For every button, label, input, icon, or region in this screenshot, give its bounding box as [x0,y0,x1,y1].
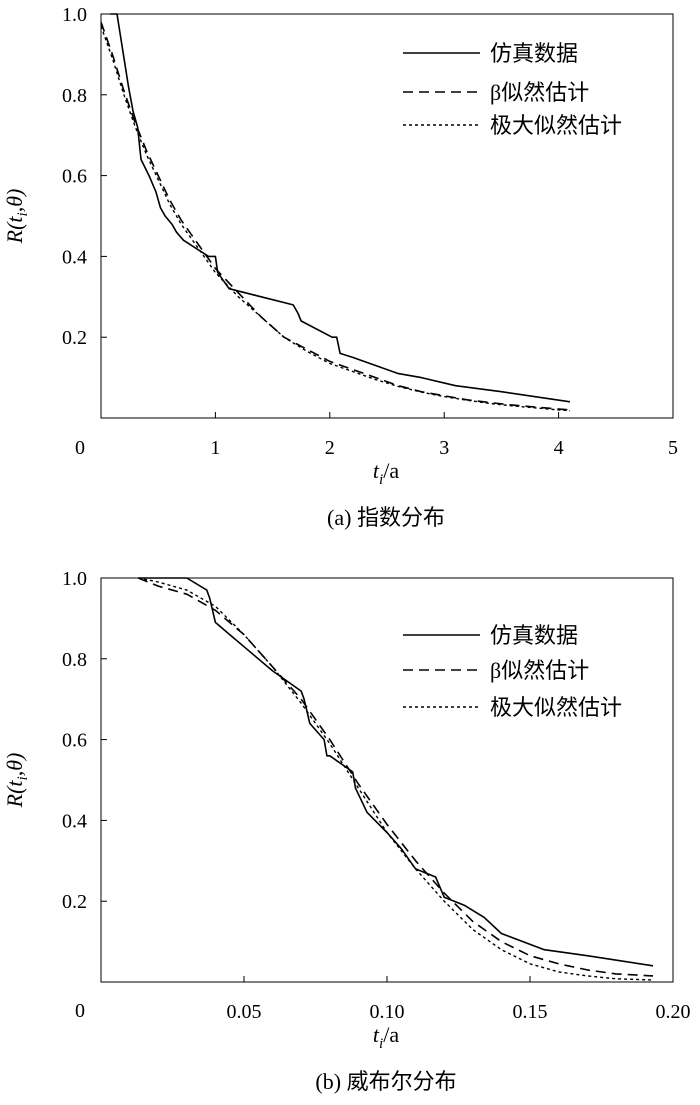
chart-a-series-3-line [100,25,571,412]
chart-a-origin-label: 0 [75,437,85,459]
chart-b-x-tick-label: 0.20 [656,1001,691,1023]
legend-a-item-2: β似然估计 [490,80,589,105]
legend-a-item-1: 仿真数据 [490,41,578,66]
chart-a-x-axis-label: ti/a [373,458,399,488]
chart-b-y-tick-label: 0.4 [62,810,87,832]
chart-a-y-axis-label: R(ti,θ) [2,189,31,245]
chart-a-y-tick-label: 0.4 [62,246,87,268]
chart-a-x-tick-label: 1 [210,437,220,459]
chart-b-y-tick-label: 1.0 [62,568,87,590]
chart-b-caption: (b) 威布尔分布 [315,1069,456,1094]
chart-b-series-1-line [138,577,654,967]
chart-b-origin-label: 0 [75,1000,85,1022]
chart-a-x-tick-label: 3 [439,437,449,459]
legend-b-item-1: 仿真数据 [490,623,578,648]
chart-a-y-tick-label: 1.0 [62,4,87,26]
chart-a-legend: 仿真数据 β似然估计 极大似然估计 [403,41,622,138]
chart-b-y-tick-label: 0.2 [62,891,87,913]
chart-a-series-1-line [110,13,571,403]
chart-b-series-2-line [137,577,654,977]
chart-b-x-tick-label: 0.10 [370,1001,405,1023]
chart-b: 0.2 0.4 0.6 0.8 1.0 0.05 0.10 0.15 0.20 0 R(ti,θ… [2,568,691,1094]
chart-a-y-tick-label: 0.8 [62,85,87,107]
legend-b-item-3: 极大似然估计 [490,695,622,720]
chart-b-x-tick-label: 0.05 [227,1001,262,1023]
chart-b-y-tick-label: 0.8 [62,649,87,671]
chart-a-caption: (a) 指数分布 [327,505,445,530]
chart-a-series [100,13,571,412]
chart-a-plot-frame [100,13,674,419]
chart-a-x-tick-label: 5 [668,437,678,459]
chart-b-plot-frame [100,577,674,983]
chart-a-y-tick-label: 0.2 [62,327,87,349]
chart-a-y-tick-label: 0.6 [62,166,87,188]
chart-b-x-tick-label: 0.15 [513,1001,548,1023]
chart-b-ticks: 0.2 0.4 0.6 0.8 1.0 0.05 0.10 0.15 0.20 [62,568,691,1023]
chart-b-series-3-line [138,577,654,981]
chart-b-series [137,577,654,981]
chart-b-y-tick-label: 0.6 [62,730,87,752]
chart-a-x-tick-label: 2 [325,437,335,459]
legend-b-item-2: β似然估计 [490,658,589,683]
chart-b-x-axis-label: ti/a [373,1022,399,1052]
chart-b-legend: 仿真数据 β似然估计 极大似然估计 [403,623,622,720]
chart-a-ticks: 0.2 0.4 0.6 0.8 1.0 1 2 3 4 5 [62,4,678,459]
legend-a-item-3: 极大似然估计 [490,113,622,138]
chart-b-y-axis-label: R(ti,θ) [2,753,31,809]
chart-a-x-tick-label: 4 [554,437,564,459]
chart-a: 0.2 0.4 0.6 0.8 1.0 1 2 3 4 5 0 R(ti,θ) ti/a (a) … [2,4,678,530]
